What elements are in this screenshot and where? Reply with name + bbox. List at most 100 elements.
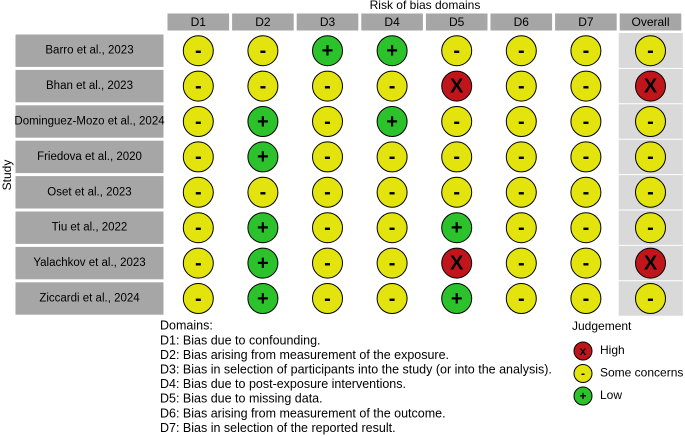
judgement-symbol: X — [644, 252, 658, 274]
judgement-circle — [570, 176, 602, 208]
judgement-circle — [441, 70, 473, 102]
judgement-circle — [635, 106, 666, 137]
judgement-circle — [505, 35, 537, 67]
judgement-circle — [247, 176, 279, 208]
study-label: Oset et al., 2023 — [47, 186, 131, 198]
domain-item: D6: Bias arising from measurement of the… — [160, 406, 446, 420]
judgement-circle — [312, 141, 343, 173]
judgement-symbol: X — [450, 252, 464, 274]
judgement-circle — [505, 283, 537, 314]
plot-title: Risk of bias domains — [370, 0, 481, 12]
judgement-symbol: - — [324, 111, 331, 133]
study-cell — [14, 104, 165, 139]
column-header-cell — [231, 12, 295, 32]
legend-circle — [573, 364, 593, 383]
study-label: Yalachkov et al., 2023 — [33, 257, 145, 269]
study-cell — [14, 139, 165, 175]
column-header: D1 — [191, 15, 207, 29]
judgement-circle — [505, 70, 537, 102]
judgement-symbol: - — [195, 217, 202, 239]
judgement-symbol: - — [389, 217, 396, 239]
judgement-symbol: - — [324, 146, 331, 168]
judgement-circle — [635, 247, 666, 279]
judgement-circle — [505, 141, 537, 173]
domains-title: Domains: — [160, 318, 213, 332]
judgement-symbol: - — [647, 182, 654, 204]
judgement-symbol: - — [324, 182, 331, 204]
judgement-symbol: + — [322, 40, 334, 62]
judgement-circle — [505, 212, 537, 244]
judgement-symbol: + — [257, 146, 269, 168]
judgement-circle — [635, 35, 666, 67]
judgement-symbol: - — [195, 288, 202, 310]
legend-label: Low — [600, 388, 622, 402]
judgement-circle — [376, 70, 408, 102]
study-cell — [14, 281, 165, 316]
judgement-circle — [312, 106, 343, 137]
judgement-circle — [376, 212, 408, 244]
judgement-symbol: - — [324, 252, 331, 274]
judgement-symbol: - — [389, 288, 396, 310]
judgement-symbol: - — [518, 252, 525, 274]
judgement-circle — [441, 141, 473, 173]
judgement-circle — [570, 141, 602, 173]
judgement-circle — [182, 35, 214, 67]
judgement-symbol: - — [583, 146, 590, 168]
judgement-circle — [376, 35, 408, 67]
judgement-symbol: - — [647, 146, 654, 168]
judgement-symbol: - — [583, 217, 590, 239]
judgement-circle — [505, 247, 537, 279]
column-header-cell — [360, 12, 424, 32]
judgement-circle — [635, 141, 666, 173]
judgement-symbol: - — [453, 182, 460, 204]
study-label: Friedova et al., 2020 — [37, 151, 142, 163]
judgement-circle — [182, 70, 214, 102]
judgement-circle — [312, 283, 343, 314]
judgement-symbol: + — [451, 288, 463, 310]
judgement-circle — [312, 35, 343, 67]
judgement-symbol: - — [389, 252, 396, 274]
column-header: D5 — [449, 15, 465, 29]
study-cell — [14, 68, 165, 104]
column-header-cell — [489, 12, 554, 32]
judgement-circle — [441, 35, 473, 67]
judgement-circle — [312, 70, 343, 102]
judgement-symbol: - — [389, 75, 396, 97]
judgement-symbol: - — [647, 40, 654, 62]
judgement-circle — [570, 106, 602, 137]
judgement-circle — [247, 106, 279, 137]
domain-item: D3: Bias in selection of participants in… — [160, 362, 552, 376]
study-label: Bhan et al., 2023 — [46, 80, 133, 92]
judgement-circle — [570, 35, 602, 67]
judgement-symbol: - — [647, 288, 654, 310]
judgement-symbol: - — [260, 40, 267, 62]
judgement-circle — [570, 212, 602, 244]
judgement-symbol: - — [647, 217, 654, 239]
judgement-symbol: - — [518, 75, 525, 97]
judgement-symbol: X — [450, 75, 464, 97]
domain-item: D4: Bias due to post-exposure interventi… — [160, 377, 406, 391]
judgement-symbol: - — [518, 111, 525, 133]
column-header: D7 — [578, 15, 594, 29]
judgement-symbol: - — [518, 217, 525, 239]
judgement-circle — [247, 247, 279, 279]
judgement-circle — [376, 106, 408, 137]
domain-item: D1: Bias due to confounding. — [160, 333, 321, 347]
judgement-symbol: + — [257, 252, 269, 274]
column-header-cell — [618, 12, 683, 32]
judgement-symbol: - — [195, 40, 202, 62]
judgement-circle — [441, 212, 473, 244]
judgement-symbol: - — [260, 182, 267, 204]
study-label: Ziccardi et al., 2024 — [39, 293, 140, 305]
column-header-cell — [424, 12, 489, 32]
judgement-symbol: - — [518, 146, 525, 168]
judgement-circle — [441, 283, 473, 314]
domain-item: D2: Bias arising from measurement of the… — [160, 348, 449, 362]
judgement-circle — [376, 283, 408, 314]
judgement-symbol: - — [518, 182, 525, 204]
judgement-circle — [635, 212, 666, 244]
judgement-symbol: - — [324, 217, 331, 239]
column-header-cell — [554, 12, 618, 32]
judgement-circle — [570, 247, 602, 279]
